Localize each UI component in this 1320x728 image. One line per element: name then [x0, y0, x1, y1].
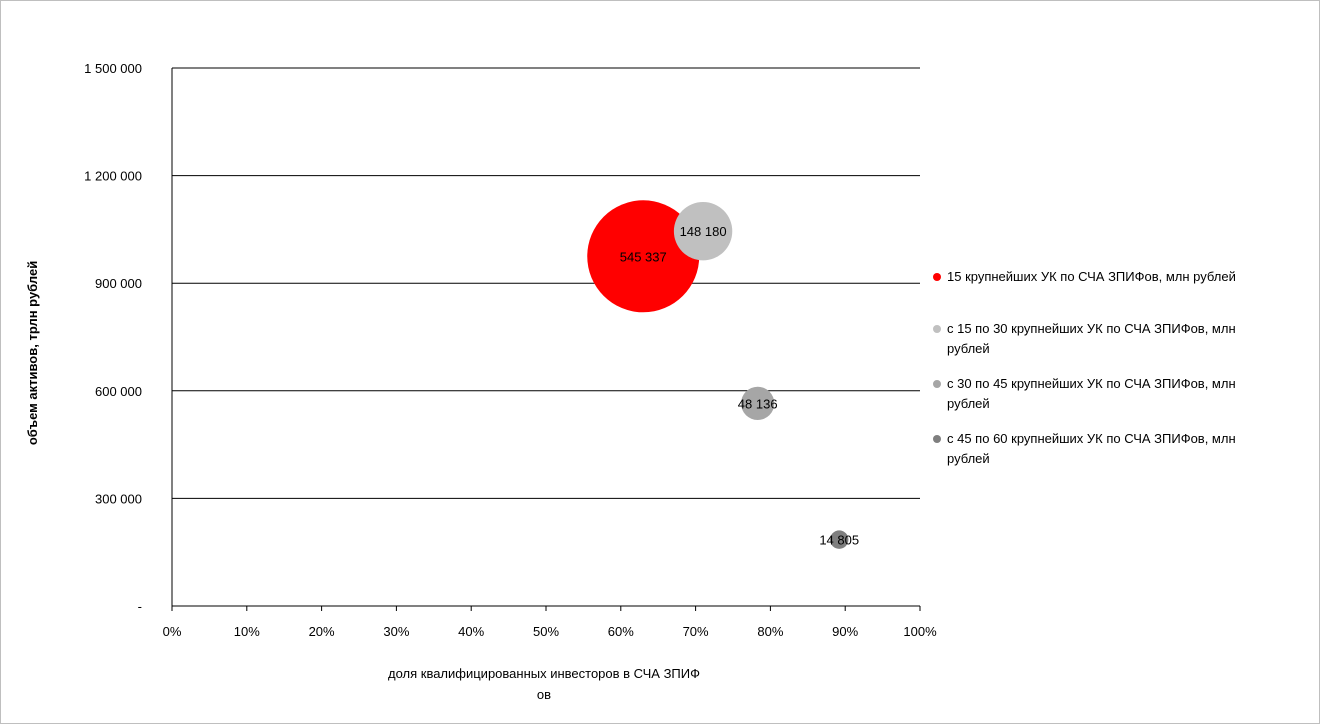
x-tick-label: 0% — [163, 624, 182, 639]
legend-label: с 30 по 45 крупнейших УК по СЧА ЗПИФов, … — [947, 376, 1236, 391]
x-tick-label: 70% — [683, 624, 709, 639]
bubble — [829, 530, 849, 549]
bubbles — [587, 200, 849, 549]
x-tick-label: 80% — [757, 624, 783, 639]
legend-label: с 45 по 60 крупнейших УК по СЧА ЗПИФов, … — [947, 431, 1236, 446]
x-tick-label: 10% — [234, 624, 260, 639]
x-axis-title-line: ов — [537, 687, 551, 702]
legend: 15 крупнейших УК по СЧА ЗПИФов, млн рубл… — [933, 269, 1236, 466]
y-tick-label: 1 500 000 — [84, 61, 142, 76]
legend-label: рублей — [947, 396, 990, 411]
x-tick-label: 90% — [832, 624, 858, 639]
data-labels: 545 337 148 180 48 136 14 805 — [620, 224, 859, 547]
legend-marker — [933, 380, 941, 388]
legend-marker — [933, 435, 941, 443]
data-label: 48 136 — [738, 396, 778, 411]
bubble — [587, 200, 700, 313]
data-label: 148 180 — [680, 224, 727, 239]
y-tick-labels: - 300 000 600 000 900 000 1 200 000 1 500 000 — [84, 61, 142, 614]
y-tick-label: 300 000 — [95, 491, 142, 506]
gridlines — [172, 67, 920, 499]
x-axis-title-line: доля квалифицированных инвесторов в СЧА … — [388, 666, 700, 681]
y-tick-label: - — [138, 599, 142, 614]
axes — [171, 68, 921, 611]
data-label: 545 337 — [620, 249, 667, 264]
y-axis-title: объем активов, трлн рублей — [25, 261, 40, 445]
legend-label: рублей — [947, 451, 990, 466]
x-tick-label: 40% — [458, 624, 484, 639]
x-tick-label: 30% — [383, 624, 409, 639]
x-axis-title: доля квалифицированных инвесторов в СЧА … — [388, 666, 700, 702]
legend-label: 15 крупнейших УК по СЧА ЗПИФов, млн рубл… — [947, 269, 1236, 284]
x-tick-labels: 0% 10% 20% 30% 40% 50% 60% 70% 80% 90% 100% — [163, 624, 937, 639]
legend-label: рублей — [947, 341, 990, 356]
bubble — [741, 386, 775, 420]
legend-marker — [933, 273, 941, 281]
legend-marker — [933, 325, 941, 333]
legend-label: с 15 по 30 крупнейших УК по СЧА ЗПИФов, … — [947, 321, 1236, 336]
x-tick-label: 50% — [533, 624, 559, 639]
x-tick-label: 60% — [608, 624, 634, 639]
x-tick-label: 20% — [309, 624, 335, 639]
y-tick-label: 1 200 000 — [84, 169, 142, 184]
bubble — [673, 202, 733, 261]
y-tick-label: 900 000 — [95, 276, 142, 291]
x-tick-label: 100% — [903, 624, 937, 639]
y-tick-label: 600 000 — [95, 384, 142, 399]
data-label: 14 805 — [819, 533, 859, 548]
